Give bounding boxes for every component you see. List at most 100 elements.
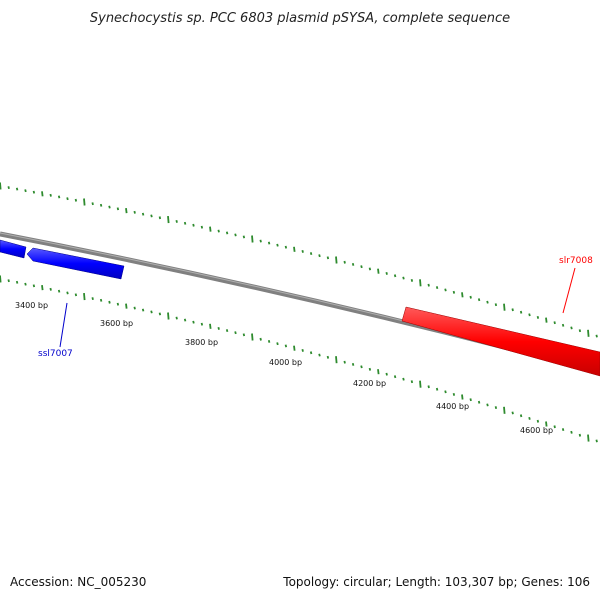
scale-tick (587, 434, 590, 442)
scale-tick (24, 282, 27, 286)
scale-tick (192, 320, 195, 324)
outer-tick-row (0, 182, 598, 338)
scale-tick (435, 387, 439, 391)
scale-tick (444, 390, 447, 394)
scale-tick (251, 333, 254, 341)
gene-ssl7007-arrow[interactable] (26, 247, 125, 280)
scale-tick (595, 439, 598, 443)
scale-tick (209, 226, 212, 232)
scale-tick (318, 254, 321, 258)
scale-tick (175, 219, 178, 223)
scale-tick (49, 287, 52, 291)
scale-tick (276, 243, 279, 247)
scale-tick (536, 315, 540, 319)
scale-tick (0, 182, 2, 190)
scale-tick (0, 275, 2, 283)
gene-ssl7007-left-fragment[interactable] (0, 239, 27, 259)
scale-tick (41, 191, 44, 197)
scale-tick (217, 229, 220, 233)
scale-tick (108, 300, 111, 304)
scale-tick (15, 187, 19, 191)
scale-tick (150, 310, 153, 314)
scale-label: 4400 bp (436, 402, 469, 411)
scale-tick (503, 303, 506, 311)
scale-tick (486, 300, 489, 304)
scale-tick (66, 291, 69, 295)
scale-tick (528, 313, 531, 317)
scale-tick (368, 367, 372, 371)
scale-tick (83, 293, 86, 301)
scale-tick (7, 186, 10, 190)
scale-tick (393, 274, 397, 278)
scale-tick (158, 312, 162, 316)
scale-tick (553, 425, 556, 429)
scale-tick (57, 195, 61, 199)
scale-label: 4000 bp (269, 358, 302, 367)
scale-tick (553, 321, 556, 325)
scale-tick (293, 246, 296, 252)
scale-label: 3600 bp (100, 319, 133, 328)
scale-label: 3400 bp (15, 301, 48, 310)
scale-tick (259, 239, 262, 243)
scale-tick (7, 279, 10, 283)
scale-tick (293, 345, 296, 351)
scale-tick (309, 351, 313, 355)
scale-tick (469, 295, 472, 299)
scale-tick (326, 355, 330, 359)
scale-tick (251, 235, 254, 243)
scale-tick (74, 198, 78, 202)
gene-slr7008[interactable]: slr7008 (401, 256, 600, 377)
scale-tick (234, 233, 237, 237)
scale-label: 3800 bp (185, 338, 218, 347)
scale-tick (175, 316, 178, 320)
scale-tick (595, 334, 598, 338)
scale-tick (57, 289, 61, 293)
scale-tick (578, 433, 582, 437)
scale-tick (66, 197, 69, 201)
scale-tick (343, 360, 346, 364)
gene-ssl7007-label[interactable]: ssl7007 (38, 349, 73, 359)
gene-ssl7007[interactable]: ssl7007 (0, 239, 125, 359)
scale-tick (427, 283, 430, 287)
gene-slr7008-bar[interactable] (401, 306, 600, 377)
scale-tick (503, 406, 506, 414)
scale-tick (419, 279, 422, 287)
scale-tick (477, 400, 481, 404)
scale-tick (410, 380, 414, 384)
scale-tick (15, 280, 19, 284)
scale-tick (141, 308, 145, 312)
scale-tick (452, 290, 456, 294)
scale-tick (158, 216, 162, 220)
scale-tick (242, 235, 246, 239)
scale-tick (133, 210, 136, 214)
scale-tick (200, 225, 204, 229)
scale-tick (444, 288, 447, 292)
scale-tick (486, 403, 489, 407)
scale-tick (183, 221, 187, 225)
scale-tick (234, 331, 237, 335)
scale-tick (167, 312, 170, 320)
scale-tick (284, 245, 288, 249)
scale-tick (141, 212, 145, 216)
scale-tick (435, 286, 439, 290)
scale-tick (494, 406, 498, 410)
scale-tick (267, 339, 271, 343)
scale-tick (519, 414, 523, 418)
scale-tick (267, 241, 271, 245)
scale-tick (461, 394, 464, 400)
scale-tick (419, 380, 422, 388)
scale-tick (192, 223, 195, 227)
scale-tick (125, 207, 128, 214)
scale-tick (452, 392, 456, 396)
scale-tick (402, 377, 405, 381)
gene-slr7008-label[interactable]: slr7008 (559, 256, 593, 266)
scale-tick (561, 323, 565, 327)
scale-tick (511, 411, 514, 415)
scale-tick (99, 298, 103, 302)
page-title: Synechocystis sp. PCC 6803 plasmid pSYSA… (90, 11, 510, 26)
accession-text: Accession: NC_005230 (10, 575, 146, 589)
scale-tick (32, 190, 36, 194)
scale-tick (91, 297, 94, 301)
scale-tick (284, 344, 288, 348)
scale-tick (99, 203, 103, 207)
